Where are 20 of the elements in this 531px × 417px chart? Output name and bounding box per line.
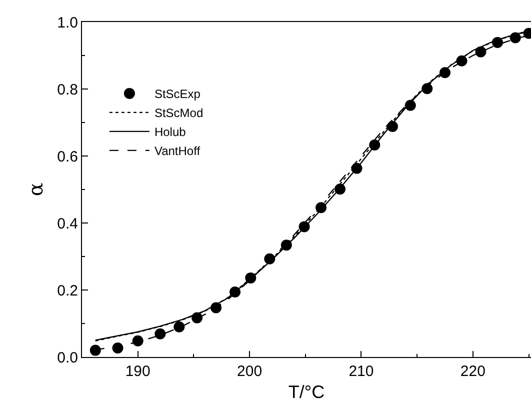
- y-axis-title: α: [24, 182, 48, 196]
- x-axis-title: T/°C: [288, 382, 325, 402]
- x-tick-label: 210: [348, 363, 374, 380]
- point: [90, 344, 101, 356]
- y-tick-label: 0.6: [57, 148, 78, 166]
- legend-label: StScMod: [154, 106, 204, 120]
- point: [132, 335, 144, 346]
- y-tick-label: 0.0: [57, 349, 78, 366]
- point: [154, 328, 166, 340]
- y-tick-label: 0.2: [57, 282, 78, 300]
- legend-label: VantHoff: [154, 144, 201, 158]
- legend-label: Holub: [154, 125, 186, 140]
- y-tick-label: 1.0: [57, 14, 78, 32]
- y-tick-label: 0.4: [57, 215, 78, 232]
- point: [174, 321, 185, 332]
- x-tick-label: 190: [125, 363, 150, 380]
- y-tick-label: 0.8: [57, 81, 78, 98]
- x-tick-label: 200: [237, 363, 262, 380]
- legend-label: StScExp: [154, 87, 201, 102]
- x-tick-label: 220: [460, 363, 486, 380]
